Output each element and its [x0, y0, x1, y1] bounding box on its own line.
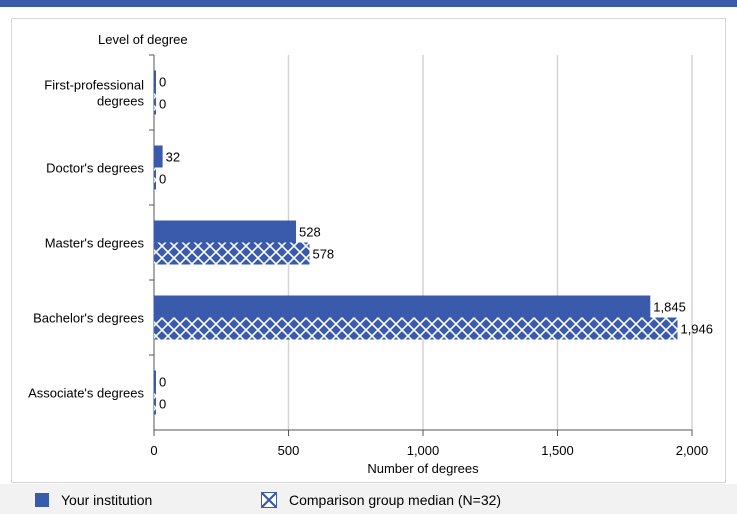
bar-chart: Level of degree Number of degrees 0 500 1,… — [28, 32, 713, 476]
x-tick-label: 500 — [278, 443, 300, 458]
legend: Your institution Comparison group median… — [0, 484, 737, 514]
bar-comparison-median — [154, 242, 310, 265]
x-tick-label: 0 — [150, 443, 157, 458]
bar-value-label: 0 — [159, 172, 166, 187]
bar-your-institution — [154, 295, 651, 318]
bar-comparison-median — [154, 392, 156, 415]
bar-your-institution — [154, 145, 163, 168]
y-category-label: First-professional — [44, 78, 144, 93]
y-category-label: Doctor's degrees — [46, 161, 144, 176]
bar-comparison-median — [154, 317, 678, 340]
x-tick-label: 1,500 — [541, 443, 574, 458]
bar-your-institution — [154, 70, 156, 93]
bar-your-institution — [154, 370, 156, 393]
legend-item-your-institution: Your institution — [35, 492, 152, 508]
top-accent-bar — [0, 0, 737, 7]
solid-swatch-icon — [35, 493, 49, 507]
x-tick-label: 2,000 — [676, 443, 709, 458]
bar-comparison-median — [154, 92, 156, 115]
plot-area-border — [11, 18, 726, 483]
bar-your-institution — [154, 220, 297, 243]
chart-text: Level of degree Number of degrees 0 500 1,… — [28, 32, 713, 476]
y-axis-title: Level of degree — [98, 32, 188, 47]
bar-comparison-median — [154, 167, 156, 190]
legend-label: Your institution — [61, 492, 153, 508]
bars — [154, 70, 678, 415]
legend-item-comparison: Comparison group median (N=32) — [261, 492, 501, 508]
bar-value-label: 0 — [159, 97, 166, 112]
x-axis-title: Number of degrees — [367, 461, 479, 476]
bar-value-label: 0 — [159, 397, 166, 412]
y-category-label: Master's degrees — [45, 236, 145, 251]
bar-value-label: 528 — [299, 225, 321, 240]
bar-value-label: 578 — [312, 247, 334, 262]
y-category-label: Associate's degrees — [28, 386, 144, 401]
bar-value-label: 32 — [166, 150, 180, 165]
x-tick-label: 1,000 — [407, 443, 440, 458]
bar-value-label: 0 — [159, 375, 166, 390]
bar-value-label: 1,946 — [680, 322, 713, 337]
crosshatch-swatch-icon — [261, 492, 277, 508]
bar-value-label: 0 — [159, 75, 166, 90]
y-category-label: degrees — [97, 94, 144, 109]
legend-label: Comparison group median (N=32) — [289, 492, 502, 508]
bar-value-label: 1,845 — [653, 300, 686, 315]
y-category-label: Bachelor's degrees — [33, 311, 144, 326]
